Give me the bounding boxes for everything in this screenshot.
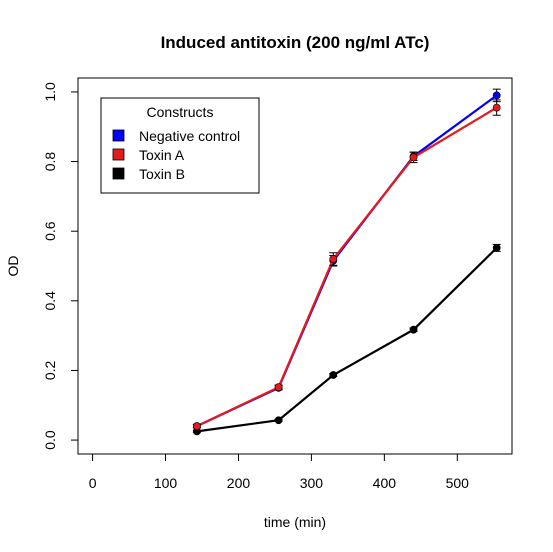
legend-swatch <box>112 167 125 180</box>
x-tick-label: 100 <box>154 475 178 491</box>
data-point <box>492 91 501 100</box>
legend-label: Toxin A <box>139 147 185 163</box>
data-point <box>192 422 201 431</box>
data-point <box>409 153 418 162</box>
legend-title: Constructs <box>147 104 214 120</box>
y-axis-label: OD <box>5 256 21 277</box>
x-tick-label: 500 <box>446 475 470 491</box>
y-tick-label: 0.4 <box>42 291 58 311</box>
y-axis: 0.0 0.2 0.4 0.6 0.8 1.0 <box>42 82 79 450</box>
x-tick-label: 0 <box>89 475 97 491</box>
y-tick-label: 0.2 <box>42 361 58 381</box>
data-point <box>409 325 418 334</box>
legend: Constructs Negative control Toxin A Toxin … <box>100 97 260 194</box>
data-point <box>274 383 283 392</box>
y-tick-label: 0.8 <box>42 152 58 172</box>
data-point <box>274 416 283 425</box>
data-point <box>492 243 501 252</box>
y-tick-label: 1.0 <box>42 82 58 102</box>
series-layer <box>192 88 501 436</box>
x-axis: 0 100 200 300 400 500 <box>89 453 470 491</box>
x-tick-label: 400 <box>373 475 397 491</box>
series-toxin-a <box>192 99 501 431</box>
series-toxin-b <box>192 243 501 436</box>
y-tick-label: 0.6 <box>42 221 58 241</box>
x-tick-label: 200 <box>227 475 251 491</box>
legend-box <box>100 97 260 194</box>
data-point <box>329 371 338 379</box>
legend-label: Negative control <box>139 128 240 144</box>
data-point <box>329 255 338 263</box>
legend-label: Toxin B <box>139 166 185 182</box>
x-axis-label: time (min) <box>264 514 326 530</box>
y-tick-label: 0.0 <box>42 430 58 450</box>
chart-title: Induced antitoxin (200 ng/ml ATc) <box>161 33 430 52</box>
x-tick-label: 300 <box>300 475 324 491</box>
legend-swatch <box>112 148 125 161</box>
legend-swatch <box>112 129 125 142</box>
data-point <box>492 103 501 112</box>
